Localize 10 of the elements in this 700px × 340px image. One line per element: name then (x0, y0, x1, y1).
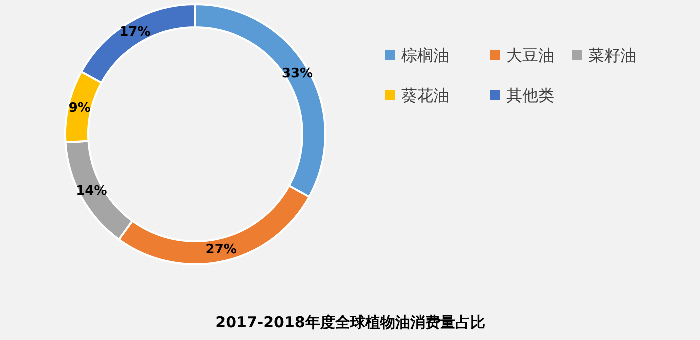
legend-label: 其他类 (506, 86, 554, 105)
data-label: 14% (76, 184, 108, 200)
legend-label: 棕榈油 (402, 46, 450, 65)
data-label: 17% (120, 25, 151, 40)
legend-label: 菜籽油 (588, 46, 636, 65)
legend-label: 葵花油 (402, 86, 450, 105)
legend-label: 大豆油 (506, 46, 554, 65)
data-label: 27% (206, 242, 237, 258)
data-label: 9% (68, 101, 91, 116)
text: 2017-2018年度全球植物油消费量占比 (216, 314, 486, 332)
